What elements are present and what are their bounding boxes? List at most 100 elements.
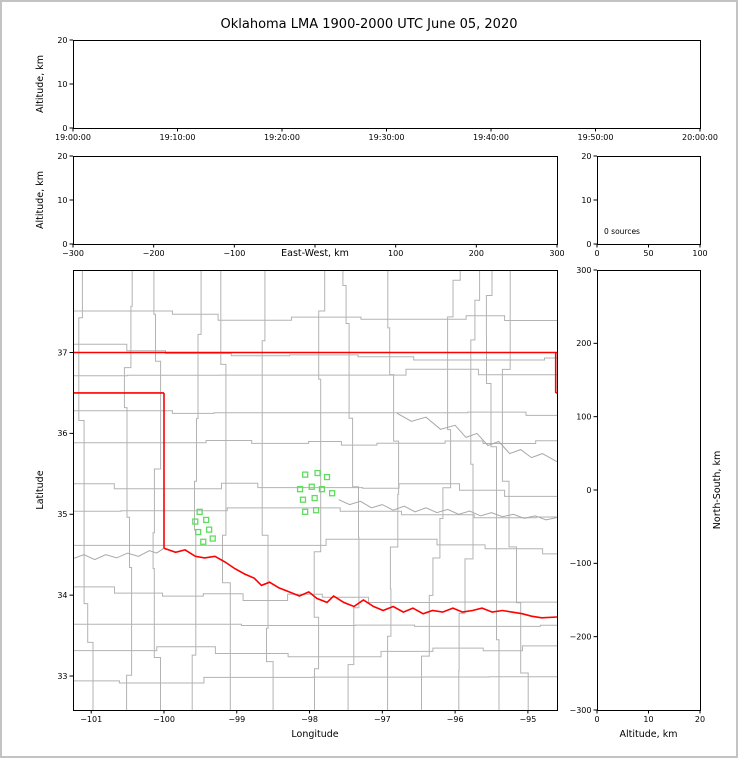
county-line bbox=[152, 270, 162, 710]
river-line bbox=[73, 547, 165, 561]
x-tick-label: −97 bbox=[374, 715, 391, 724]
x-tick-label: 50 bbox=[643, 249, 653, 258]
x-tick-label: −95 bbox=[519, 715, 536, 724]
lma-station-marker bbox=[196, 508, 203, 515]
x-tick-label: 100 bbox=[388, 249, 403, 258]
y-tick-label: 10 bbox=[57, 80, 67, 89]
panel-ns-height: 0 10 20 −300 −200 −100 0 100 200 300 Altitude, km N… bbox=[570, 266, 723, 740]
state-border-segment bbox=[163, 547, 557, 619]
x-tick-label: 100 bbox=[692, 249, 707, 258]
x-tick-label: −300 bbox=[62, 249, 84, 258]
y-axis-label: Latitude bbox=[35, 470, 46, 509]
county-line bbox=[73, 368, 557, 377]
plot-title: Oklahoma LMA 1900-2000 UTC June 05, 2020 bbox=[220, 17, 517, 32]
x-tick-label: 19:40:00 bbox=[473, 133, 509, 142]
county-line bbox=[220, 270, 231, 710]
county-line bbox=[78, 270, 94, 710]
x-tick-label: 19:00:00 bbox=[55, 133, 91, 142]
x-tick-label: 20:00:00 bbox=[682, 133, 718, 142]
y-tick-label: 0 bbox=[586, 486, 591, 495]
lma-station-marker bbox=[200, 538, 207, 545]
county-line bbox=[485, 270, 500, 710]
county-line bbox=[73, 310, 557, 321]
lma-station-marker bbox=[296, 486, 304, 493]
lma-station-marker bbox=[205, 526, 213, 533]
y-axis-label: North-South, km bbox=[712, 451, 723, 529]
x-tick-label: 0 bbox=[594, 715, 599, 724]
lma-station-marker bbox=[312, 507, 320, 514]
county-line bbox=[73, 343, 557, 361]
lma-station-marker bbox=[311, 494, 318, 502]
y-tick-label: −100 bbox=[570, 559, 592, 568]
x-tick-label: −100 bbox=[153, 715, 175, 724]
county-line bbox=[73, 538, 557, 555]
panel-ew-height: −300 −200 −100 100 200 300 0 10 20 East-West, km A… bbox=[35, 152, 565, 259]
county-lines bbox=[73, 270, 557, 710]
x-tick-label: −100 bbox=[223, 249, 245, 258]
y-tick-label: 20 bbox=[57, 36, 67, 45]
y-tick-label: −200 bbox=[570, 632, 592, 641]
y-tick-label: 34 bbox=[57, 591, 67, 600]
county-line bbox=[387, 270, 400, 710]
y-tick-label: 35 bbox=[57, 510, 67, 519]
y-tick-label: 0 bbox=[586, 240, 591, 249]
x-tick-label: 19:20:00 bbox=[264, 133, 300, 142]
y-axis-label: Altitude, km bbox=[35, 55, 46, 113]
y-tick-label: 20 bbox=[57, 152, 67, 161]
y-tick-label: 33 bbox=[57, 672, 67, 681]
y-tick-label: −300 bbox=[570, 706, 592, 715]
lma-station-marker bbox=[203, 516, 210, 524]
x-tick-label: 19:30:00 bbox=[369, 133, 405, 142]
y-axis-label: Altitude, km bbox=[35, 171, 46, 229]
panel-frame bbox=[73, 270, 558, 711]
x-axis-label: Longitude bbox=[291, 729, 338, 740]
county-line bbox=[123, 270, 133, 710]
y-tick-label: 200 bbox=[576, 339, 591, 348]
x-tick-label: 10 bbox=[643, 715, 653, 724]
x-tick-label: 19:10:00 bbox=[160, 133, 196, 142]
county-line bbox=[73, 507, 557, 519]
source-count-annotation: 0 sources bbox=[604, 227, 640, 236]
y-tick-label: 0 bbox=[62, 124, 67, 133]
lma-station-marker bbox=[318, 486, 326, 493]
county-line bbox=[421, 270, 461, 710]
county-line bbox=[342, 270, 360, 710]
lma-station-marker bbox=[314, 469, 321, 477]
river-line bbox=[396, 412, 557, 463]
x-tick-label: 0 bbox=[594, 249, 599, 258]
county-line bbox=[73, 482, 557, 497]
y-tick-label: 300 bbox=[576, 266, 591, 275]
map-content bbox=[73, 270, 557, 710]
county-line bbox=[73, 623, 557, 627]
y-tick-label: 37 bbox=[57, 348, 67, 357]
lma-station-marker bbox=[302, 471, 309, 478]
county-line bbox=[501, 270, 529, 710]
county-line bbox=[261, 270, 274, 710]
lma-station-marker bbox=[323, 473, 331, 481]
x-tick-label: 19:50:00 bbox=[578, 133, 614, 142]
panel-time-height: 19:00:00 19:10:00 19:20:00 19:30:00 19:40:00… bbox=[35, 36, 718, 142]
county-line bbox=[73, 440, 557, 446]
lma-station-marker bbox=[195, 528, 202, 536]
lma-station-marker bbox=[328, 490, 336, 497]
county-line bbox=[73, 586, 557, 603]
lma-station-marker bbox=[192, 518, 199, 525]
panel-plan-map: −101 −100 −99 −98 −97 −96 −95 33 34 35 36 37 Longitu… bbox=[35, 270, 558, 740]
river-line bbox=[338, 499, 557, 521]
lma-stations bbox=[192, 469, 336, 545]
x-tick-label: 300 bbox=[549, 249, 564, 258]
panel-frame bbox=[73, 40, 701, 129]
lma-station-marker bbox=[299, 496, 307, 503]
y-tick-label: 100 bbox=[576, 412, 591, 421]
panels: 19:00:00 19:10:00 19:20:00 19:30:00 19:40:00… bbox=[35, 36, 723, 740]
x-tick-label: −200 bbox=[143, 249, 165, 258]
county-line bbox=[73, 410, 557, 416]
river-lines bbox=[73, 412, 557, 561]
county-line bbox=[73, 676, 557, 684]
county-line bbox=[191, 270, 202, 710]
county-line bbox=[313, 270, 326, 710]
x-tick-label: −101 bbox=[80, 715, 102, 724]
x-axis-label: Altitude, km bbox=[620, 729, 678, 740]
